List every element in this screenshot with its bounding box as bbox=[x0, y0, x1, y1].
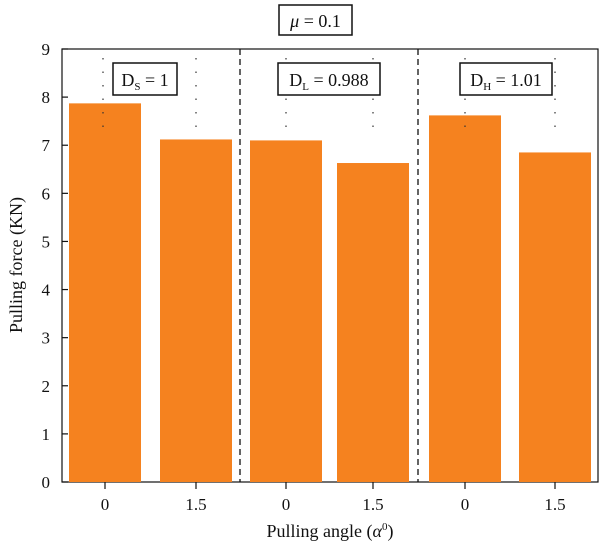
chart-title-box: μ = 0.1 bbox=[278, 4, 353, 36]
y-tick-label-4: 4 bbox=[42, 281, 51, 300]
group-box-label-sub: L bbox=[302, 81, 309, 93]
group-box-label-value: = 1.01 bbox=[491, 70, 542, 90]
group-box-label-d: D bbox=[289, 70, 302, 90]
bar-2 bbox=[160, 139, 232, 482]
bar-3 bbox=[250, 140, 322, 482]
y-tick-label-6: 6 bbox=[42, 184, 51, 203]
group-label-boxes: DS = 1 DL = 0.988 DH = 1.01 bbox=[112, 62, 553, 96]
group-box-label-3: DH = 1.01 bbox=[470, 70, 542, 93]
x-axis-label: Pulling angle (α0) bbox=[267, 521, 394, 542]
chart-title: μ = 0.1 bbox=[289, 11, 341, 31]
y-tick-label-8: 8 bbox=[42, 88, 51, 107]
x-tick-label-3: 0 bbox=[282, 495, 291, 514]
bar-4 bbox=[337, 163, 409, 483]
y-tick-label-0: 0 bbox=[42, 473, 51, 492]
y-tick-label-2: 2 bbox=[42, 377, 51, 396]
x-tick-label-2: 1.5 bbox=[185, 495, 206, 514]
group-box-label-sub: S bbox=[134, 81, 140, 93]
y-tick-label-7: 7 bbox=[42, 136, 51, 155]
group-box-label-d: D bbox=[470, 70, 483, 90]
chart-title-frame bbox=[278, 4, 353, 36]
bar-5 bbox=[429, 115, 501, 482]
y-tick-label-1: 1 bbox=[42, 425, 51, 444]
x-tick-label-5: 0 bbox=[461, 495, 470, 514]
group-separators bbox=[239, 49, 419, 482]
bar-6 bbox=[519, 152, 591, 482]
group-box-2 bbox=[277, 62, 381, 96]
plot-area bbox=[61, 48, 599, 483]
group-box-label-value: = 0.988 bbox=[309, 70, 369, 90]
y-tick-label-3: 3 bbox=[42, 329, 51, 348]
y-tick-label-5: 5 bbox=[42, 232, 51, 251]
y-axis-label: Pulling force (KN) bbox=[6, 197, 27, 333]
y-axis: 0 1 2 3 4 5 6 7 8 9 bbox=[42, 40, 68, 492]
x-tick-label-6: 1.5 bbox=[544, 495, 565, 514]
chart-title-rest: = 0.1 bbox=[299, 11, 341, 31]
chart-title-symbol: μ bbox=[289, 11, 299, 31]
group-box-label-2: DL = 0.988 bbox=[289, 70, 368, 93]
bars-layer bbox=[69, 58, 591, 483]
x-tick-label-1: 0 bbox=[101, 495, 110, 514]
x-axis-label-symbol: α bbox=[373, 521, 383, 541]
group-box-3 bbox=[459, 62, 553, 96]
bar-1 bbox=[69, 103, 141, 483]
x-axis-label-text: Pulling angle ( bbox=[267, 521, 373, 542]
x-axis: 0 1.5 0 1.5 0 1.5 bbox=[101, 482, 566, 514]
group-box-label-d: D bbox=[121, 70, 134, 90]
group-box-label-1: DS = 1 bbox=[121, 70, 168, 93]
group-box-1 bbox=[112, 62, 178, 96]
y-tick-label-9: 9 bbox=[42, 40, 51, 59]
x-axis-label-close: ) bbox=[387, 521, 393, 542]
group-box-label-value: = 1 bbox=[140, 70, 168, 90]
x-axis-label-sup: 0 bbox=[382, 521, 388, 533]
group-box-label-sub: H bbox=[483, 81, 491, 93]
x-tick-label-4: 1.5 bbox=[362, 495, 383, 514]
